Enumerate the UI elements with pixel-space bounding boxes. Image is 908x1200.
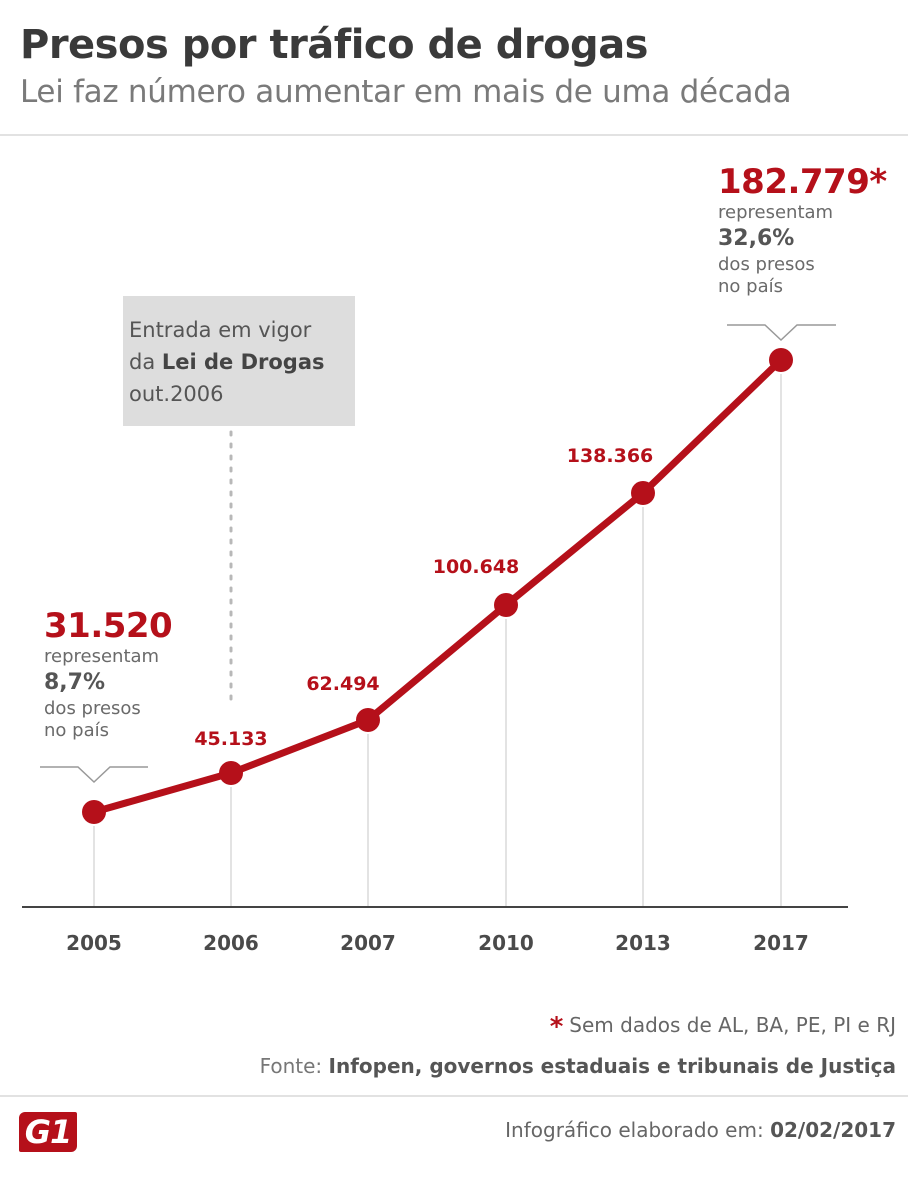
footnote: * Sem dados de AL, BA, PE, PI e RJ — [550, 1012, 896, 1042]
g1-logo: G1 — [19, 1112, 77, 1152]
callout-2017-value: 182.779* — [718, 162, 887, 202]
callout-2017-pct: 32,6% — [718, 226, 795, 251]
data-point-2006 — [219, 761, 243, 785]
callout-2005-text1: representam — [44, 646, 160, 667]
credit-label: Infográfico elaborado em: — [505, 1118, 771, 1142]
annotation-line-2: da Lei de Drogas — [129, 346, 355, 378]
callout-2005-text3: no país — [44, 720, 109, 741]
data-point-2007 — [356, 708, 380, 732]
annotation-prefix: da — [129, 350, 162, 374]
data-point-2010 — [494, 593, 518, 617]
source-label: Fonte: — [259, 1054, 329, 1078]
callout-2017-pointer — [727, 324, 836, 342]
callout-2005: 31.520 representam 8,7% dos presos no pa… — [44, 606, 173, 742]
callout-2005-pct: 8,7% — [44, 670, 106, 695]
annotation-law-name: Lei de Drogas — [161, 350, 325, 374]
x-tick-label-2010: 2010 — [478, 931, 534, 955]
header-divider — [0, 134, 908, 136]
x-tick-label-2006: 2006 — [203, 931, 259, 955]
chart-title: Presos por tráfico de drogas — [20, 22, 649, 68]
x-tick-label-2005: 2005 — [66, 931, 122, 955]
callout-2017-text2: dos presos — [718, 254, 815, 275]
callout-2005-pointer — [40, 766, 148, 784]
data-label-2013: 138.366 — [567, 445, 654, 467]
data-label-2010: 100.648 — [433, 556, 520, 578]
x-tick-label-2013: 2013 — [615, 931, 671, 955]
callout-2005-text2: dos presos — [44, 698, 141, 719]
series-line — [90, 356, 785, 816]
callout-2017-text3: no país — [718, 276, 783, 297]
x-tick-label-2017: 2017 — [753, 931, 809, 955]
annotation-line-1: Entrada em vigor — [129, 318, 312, 342]
credit-line: Infográfico elaborado em: 02/02/2017 — [505, 1118, 896, 1142]
data-label-2006: 45.133 — [194, 728, 267, 750]
annotation-line-3: out.2006 — [129, 382, 224, 406]
credit-date: 02/02/2017 — [770, 1118, 896, 1142]
footer-divider — [0, 1095, 908, 1097]
law-annotation-box: Entrada em vigor da Lei de Drogas out.20… — [123, 296, 355, 426]
chart-subtitle: Lei faz número aumentar em mais de uma d… — [20, 74, 792, 110]
callout-2017: 182.779* representam 32,6% dos presos no… — [718, 162, 887, 298]
data-point-2017 — [769, 348, 793, 372]
footnote-text: Sem dados de AL, BA, PE, PI e RJ — [569, 1013, 896, 1037]
line-chart: 45.133 62.494 100.648 138.366 2005 2006 2007 20… — [22, 324, 848, 955]
data-label-2007: 62.494 — [306, 673, 379, 695]
callout-2005-value: 31.520 — [44, 606, 173, 646]
data-point-2005 — [82, 800, 106, 824]
footnote-star: * — [549, 1012, 564, 1042]
source-line: Fonte: Infopen, governos estaduais e tri… — [260, 1054, 896, 1078]
data-point-2013 — [631, 481, 655, 505]
source-text: Infopen, governos estaduais e tribunais … — [328, 1054, 896, 1078]
x-tick-label-2007: 2007 — [340, 931, 396, 955]
callout-2017-text1: representam — [718, 202, 834, 223]
